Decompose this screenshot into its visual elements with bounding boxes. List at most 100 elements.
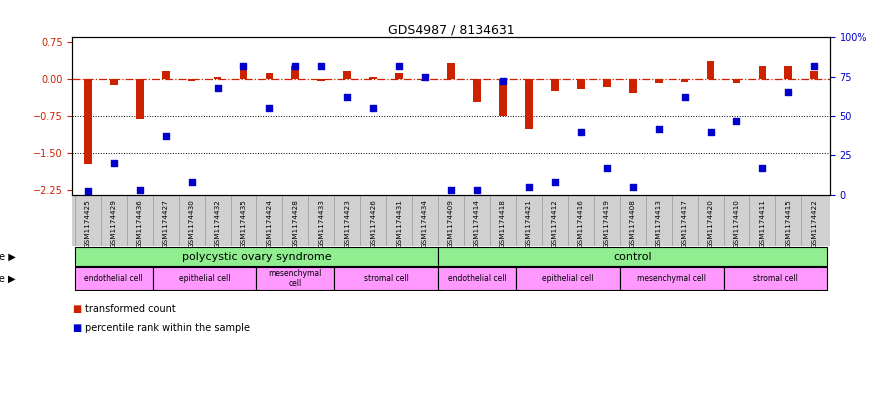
Point <box>340 94 354 100</box>
Bar <box>525 79 533 129</box>
Point <box>496 78 510 84</box>
Text: GSM1174411: GSM1174411 <box>759 199 766 248</box>
Text: GSM1174420: GSM1174420 <box>707 199 714 248</box>
Point <box>133 187 147 193</box>
Text: GSM1174409: GSM1174409 <box>448 199 454 248</box>
Point <box>211 84 225 91</box>
Bar <box>438 267 516 290</box>
Text: ■: ■ <box>72 323 81 333</box>
Text: cell type ▶: cell type ▶ <box>0 274 16 284</box>
Point <box>392 62 406 69</box>
Point <box>807 62 821 69</box>
Text: GSM1174425: GSM1174425 <box>85 199 91 248</box>
Text: GSM1174431: GSM1174431 <box>396 199 403 248</box>
Point <box>522 184 536 190</box>
Bar <box>723 267 827 290</box>
Bar <box>733 79 740 83</box>
Bar <box>136 79 144 119</box>
Bar <box>811 71 818 79</box>
Text: GSM1174421: GSM1174421 <box>526 199 532 248</box>
Bar <box>577 79 585 89</box>
Bar <box>619 267 723 290</box>
Point <box>755 165 769 171</box>
Point <box>366 105 381 111</box>
Point <box>574 129 588 135</box>
Bar <box>629 79 637 93</box>
Text: GSM1174430: GSM1174430 <box>189 199 195 248</box>
Text: GSM1174416: GSM1174416 <box>578 199 584 248</box>
Text: ■: ■ <box>72 303 81 314</box>
Bar <box>396 73 403 79</box>
Text: GSM1174408: GSM1174408 <box>630 199 636 248</box>
Point <box>548 179 562 185</box>
Text: endothelial cell: endothelial cell <box>448 274 507 283</box>
Text: GSM1174414: GSM1174414 <box>474 199 480 248</box>
Bar <box>438 247 827 266</box>
Text: epithelial cell: epithelial cell <box>179 274 230 283</box>
Text: GSM1174419: GSM1174419 <box>603 199 610 248</box>
Bar <box>75 267 152 290</box>
Text: GSM1174426: GSM1174426 <box>370 199 376 248</box>
Bar <box>448 63 455 79</box>
Text: GSM1174412: GSM1174412 <box>552 199 558 248</box>
Bar <box>110 79 118 85</box>
Text: stromal cell: stromal cell <box>753 274 798 283</box>
Text: disease state ▶: disease state ▶ <box>0 252 16 262</box>
Bar <box>75 247 438 266</box>
Point <box>159 133 173 140</box>
Bar <box>240 69 248 79</box>
Point <box>677 94 692 100</box>
Text: polycystic ovary syndrome: polycystic ovary syndrome <box>181 252 331 262</box>
Point <box>704 129 718 135</box>
Point <box>444 187 458 193</box>
Point <box>418 73 433 80</box>
Text: control: control <box>613 252 652 262</box>
Point <box>184 179 198 185</box>
Text: GSM1174413: GSM1174413 <box>655 199 662 248</box>
Text: GSM1174418: GSM1174418 <box>500 199 506 248</box>
Bar <box>188 79 196 81</box>
Bar <box>84 79 92 163</box>
Bar <box>292 66 300 79</box>
Point <box>652 125 666 132</box>
Bar <box>214 77 221 79</box>
Text: mesenchymal
cell: mesenchymal cell <box>269 269 322 288</box>
Point <box>263 105 277 111</box>
Text: GSM1174423: GSM1174423 <box>344 199 351 248</box>
Text: GSM1174428: GSM1174428 <box>292 199 299 248</box>
Point <box>107 160 121 166</box>
Bar <box>369 77 377 79</box>
Bar <box>603 79 611 88</box>
Bar <box>162 71 169 79</box>
Bar <box>265 73 273 79</box>
Bar <box>421 79 429 81</box>
Point <box>600 165 614 171</box>
Bar <box>317 79 325 81</box>
Text: GSM1174415: GSM1174415 <box>785 199 791 248</box>
Bar <box>256 267 334 290</box>
Text: GSM1174410: GSM1174410 <box>734 199 739 248</box>
Text: GSM1174433: GSM1174433 <box>318 199 324 248</box>
Text: GSM1174434: GSM1174434 <box>422 199 428 248</box>
Text: transformed count: transformed count <box>85 303 175 314</box>
Bar <box>152 267 256 290</box>
Bar <box>499 79 507 116</box>
Text: stromal cell: stromal cell <box>364 274 409 283</box>
Text: GSM1174427: GSM1174427 <box>163 199 168 248</box>
Point <box>81 188 95 195</box>
Bar <box>707 61 714 79</box>
Text: GSM1174436: GSM1174436 <box>137 199 143 248</box>
Bar <box>759 66 766 79</box>
Bar <box>681 79 688 82</box>
Point <box>288 62 302 69</box>
Text: percentile rank within the sample: percentile rank within the sample <box>85 323 249 333</box>
Text: GSM1174424: GSM1174424 <box>266 199 272 248</box>
Text: GSM1174417: GSM1174417 <box>682 199 687 248</box>
Text: GSM1174435: GSM1174435 <box>241 199 247 248</box>
Point <box>781 89 796 95</box>
Text: endothelial cell: endothelial cell <box>85 274 143 283</box>
Bar <box>551 79 559 91</box>
Title: GDS4987 / 8134631: GDS4987 / 8134631 <box>388 23 515 36</box>
Point <box>315 62 329 69</box>
Bar <box>516 267 619 290</box>
